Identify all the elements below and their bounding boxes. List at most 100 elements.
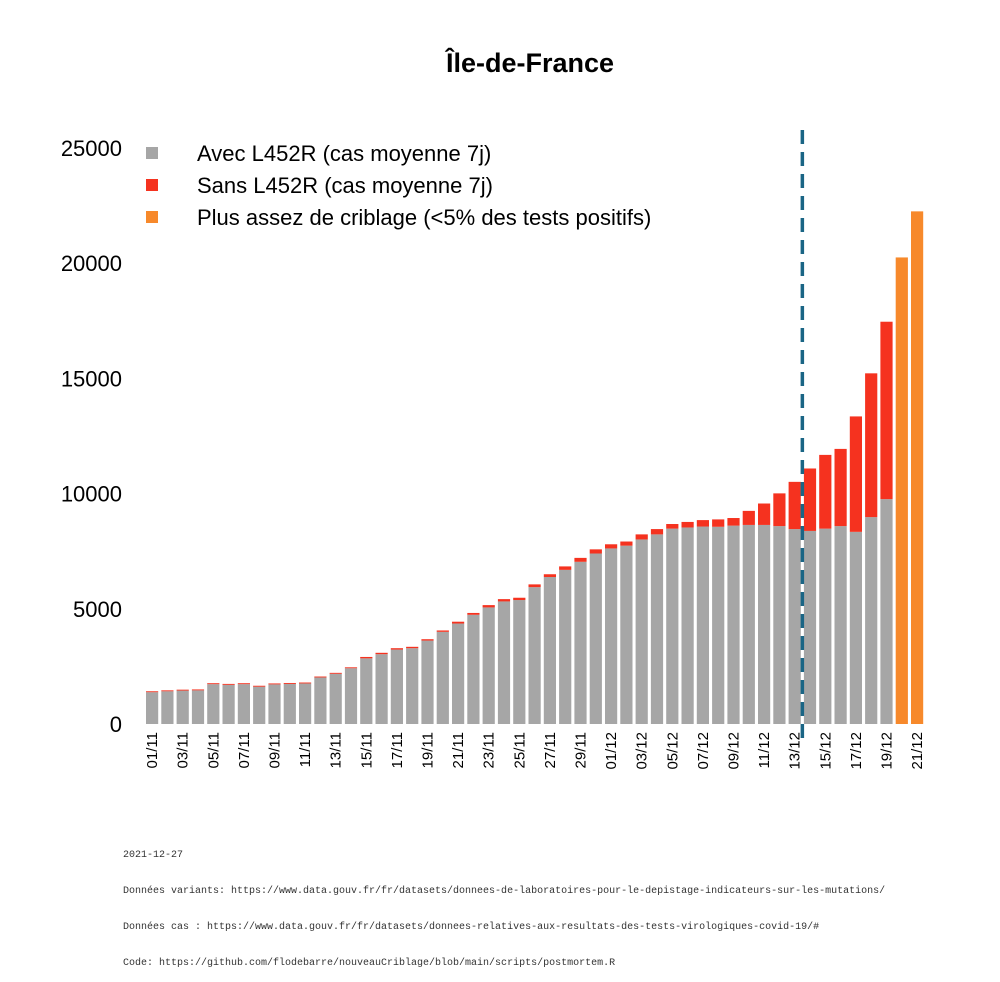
bar-3-21-12	[911, 211, 924, 725]
bar-1-11-12	[758, 524, 771, 724]
bar-1-27-11	[543, 577, 556, 724]
bar-2-25-11	[513, 597, 526, 601]
bar-2-16-11	[375, 652, 388, 655]
bar-2-17-12	[849, 416, 862, 532]
bar-2-24-11	[497, 599, 511, 602]
x-tick-label-01-11: 01/11	[144, 732, 161, 768]
y-tick-label-2: 10000	[61, 482, 122, 507]
bar-2-09-11	[268, 683, 281, 685]
footer-code-source: Code: https://github.com/flodebarre/nouv…	[123, 958, 616, 969]
bar-2-11-11	[299, 682, 312, 684]
bar-1-11-11	[299, 683, 312, 724]
bar-2-16-12	[834, 448, 847, 527]
bar-1-07-12	[696, 526, 709, 724]
bar-1-07-11	[237, 684, 250, 724]
bar-1-15-12	[819, 528, 832, 724]
bar-2-28-11	[559, 566, 572, 570]
bar-1-22-11	[467, 614, 480, 724]
bar-2-23-11	[482, 605, 495, 608]
bar-2-17-11	[390, 648, 403, 650]
bar-1-09-12	[727, 525, 740, 724]
bar-2-08-11	[253, 685, 266, 687]
x-tick-label-07-11: 07/11	[236, 732, 253, 768]
bar-1-01-12	[605, 548, 618, 724]
bar-1-08-12	[712, 526, 725, 724]
x-tick-label-23-11: 23/11	[481, 732, 498, 768]
x-tick-label-07-12: 07/12	[695, 732, 712, 770]
bar-1-02-11	[161, 691, 174, 724]
bar-1-10-12	[742, 524, 755, 724]
bar-1-12-12	[773, 526, 786, 724]
bar-2-18-11	[406, 646, 419, 649]
bar-1-06-12	[681, 527, 694, 724]
bar-1-29-11	[574, 561, 587, 724]
bar-2-12-11	[314, 676, 327, 678]
x-tick-label-11-11: 11/11	[297, 732, 314, 767]
bar-1-20-11	[436, 631, 449, 724]
bar-2-03-11	[176, 689, 189, 691]
x-tick-label-03-12: 03/12	[634, 732, 651, 770]
x-tick-label-13-11: 13/11	[328, 732, 345, 768]
bar-1-14-12	[803, 530, 817, 724]
bar-2-09-12	[727, 518, 740, 526]
bar-2-06-11	[222, 683, 235, 685]
bar-3-20-12	[895, 257, 908, 724]
bar-1-03-12	[635, 539, 648, 724]
bar-2-06-12	[681, 521, 694, 528]
x-tick-label-21-11: 21/11	[450, 732, 467, 768]
bar-1-12-11	[314, 677, 327, 724]
bar-1-13-11	[329, 673, 342, 724]
bar-1-18-11	[406, 648, 419, 724]
x-tick-label-27-11: 27/11	[542, 732, 559, 768]
bar-1-05-11	[207, 684, 220, 724]
x-tick-label-13-12: 13/12	[787, 732, 804, 770]
bar-2-07-12	[696, 520, 709, 527]
bar-2-10-11	[283, 682, 296, 684]
bar-2-10-12	[742, 510, 755, 525]
bar-2-15-11	[360, 656, 373, 659]
bar-1-28-11	[559, 569, 572, 724]
x-tick-label-17-12: 17/12	[848, 732, 865, 770]
bar-1-08-11	[253, 686, 266, 724]
bar-2-07-11	[237, 683, 250, 685]
footer: 2021-12-27 Données variants: https://www…	[123, 826, 885, 982]
bar-2-11-12	[758, 503, 771, 525]
bar-2-26-11	[528, 584, 541, 588]
legend-swatch-3	[146, 211, 158, 223]
chart: Île-de-France 0500010000150002000025000 …	[61, 47, 926, 770]
legend-swatch-1	[146, 147, 158, 159]
y-tick-label-5: 25000	[61, 136, 122, 161]
bar-2-13-11	[329, 672, 342, 674]
bar-1-16-12	[834, 526, 847, 724]
x-tick-label-09-12: 09/12	[726, 732, 743, 770]
y-tick-label-0: 0	[110, 712, 122, 737]
x-tick-label-21-12: 21/12	[909, 732, 926, 770]
x-tick-label-25-11: 25/11	[511, 732, 528, 768]
footer-variants-source: Données variants: https://www.data.gouv.…	[123, 886, 886, 897]
bar-1-21-11	[452, 623, 465, 724]
bar-2-15-12	[819, 454, 832, 529]
bar-2-29-11	[574, 557, 587, 562]
bar-1-13-12	[788, 529, 801, 724]
bar-1-04-12	[650, 534, 664, 724]
legend-label-3: Plus assez de criblage (<5% des tests po…	[197, 205, 651, 230]
bar-2-12-12	[773, 493, 786, 527]
legend-swatch-2	[146, 179, 158, 191]
bar-1-09-11	[268, 684, 281, 724]
bar-2-04-11	[191, 689, 205, 691]
bar-1-26-11	[528, 587, 541, 724]
x-tick-label-05-11: 05/11	[205, 732, 222, 768]
x-tick-label-05-12: 05/12	[664, 732, 681, 770]
footer-cases-source: Données cas : https://www.data.gouv.fr/f…	[123, 922, 820, 933]
x-tick-label-03-11: 03/11	[175, 732, 192, 768]
bar-2-02-12	[620, 541, 633, 546]
x-tick-label-19-11: 19/11	[420, 732, 437, 768]
bar-2-08-12	[712, 519, 725, 527]
bar-2-14-12	[803, 468, 817, 531]
bar-1-17-11	[390, 649, 403, 724]
bar-2-05-11	[207, 683, 220, 685]
bar-1-19-11	[421, 640, 434, 724]
y-tick-label-3: 15000	[61, 366, 122, 391]
bar-2-22-11	[467, 612, 480, 615]
bar-2-27-11	[543, 574, 556, 578]
